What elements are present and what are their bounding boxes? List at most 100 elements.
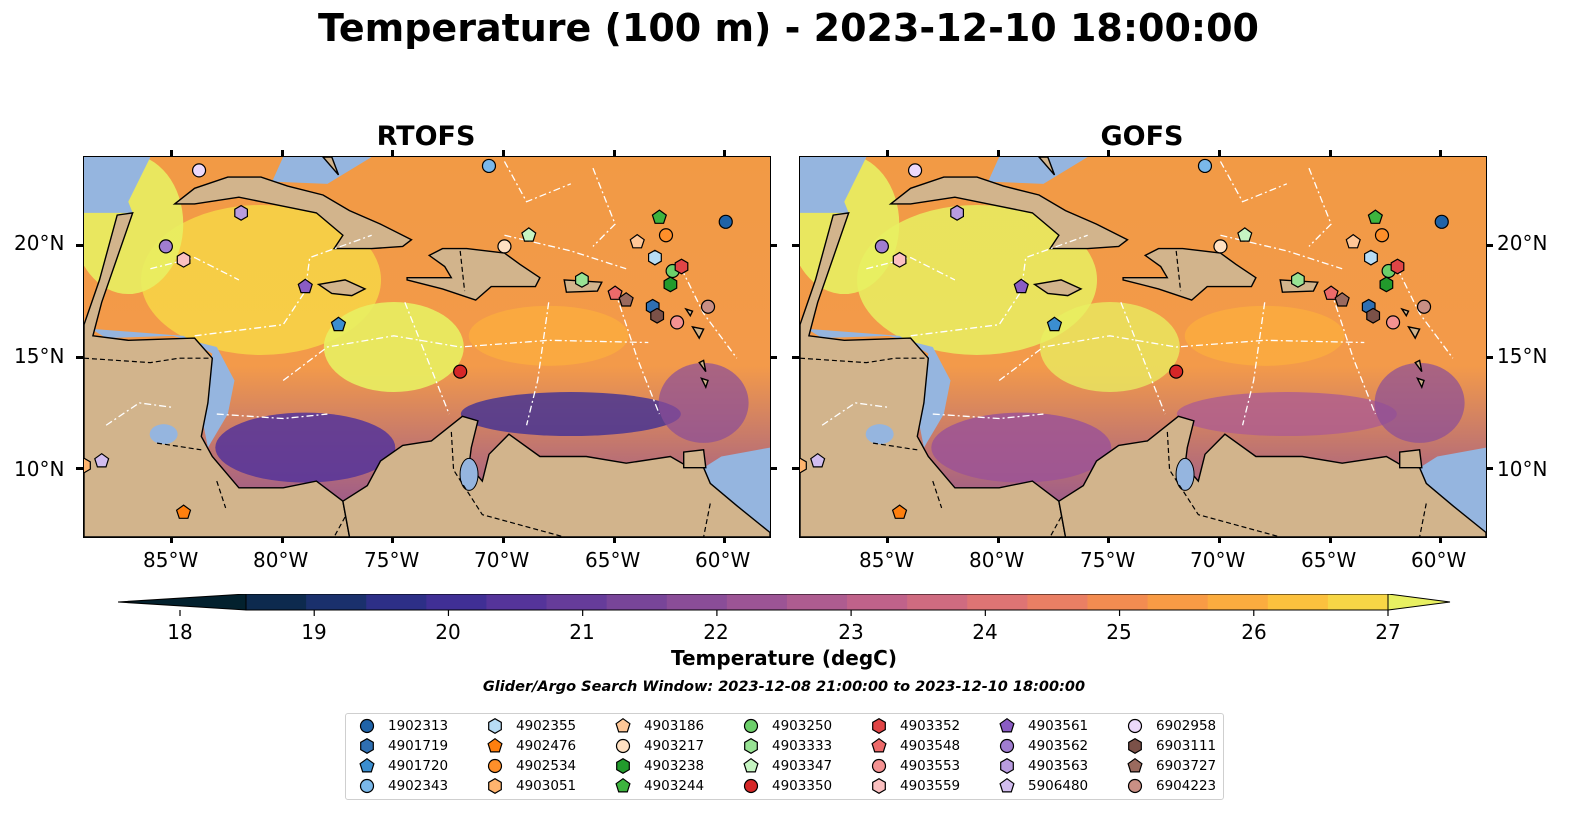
float-marker-4903559-gofs[interactable]	[892, 251, 907, 268]
legend-marker-4902534[interactable]	[487, 758, 503, 773]
float-marker-4903350-gofs[interactable]	[1169, 364, 1184, 379]
float-marker-4902343-rtofs[interactable]	[481, 158, 497, 174]
float-marker-4903186-gofs[interactable]	[1345, 233, 1361, 249]
float-marker-6902958-rtofs[interactable]	[191, 163, 207, 178]
float-marker-4903563-gofs[interactable]	[950, 204, 964, 221]
circle-marker-icon	[359, 718, 375, 733]
float-marker-4903238-gofs[interactable]	[1379, 276, 1394, 293]
float-marker-4903051-rtofs[interactable]	[84, 457, 91, 474]
pentagon-marker-icon	[615, 717, 631, 732]
colorbar-segment	[1327, 594, 1389, 610]
float-marker-4903352-rtofs[interactable]	[674, 258, 689, 275]
float-marker-4903244-rtofs[interactable]	[651, 209, 668, 224]
legend-marker-4902355[interactable]	[488, 717, 502, 734]
colorbar-tick-24: 24	[972, 620, 998, 644]
float-marker-6904223-gofs[interactable]	[1416, 299, 1432, 314]
float-marker-4903217-gofs[interactable]	[1213, 239, 1228, 254]
lon-label-60w-rtofs: 60°W	[695, 548, 751, 572]
legend-label: 4903051	[516, 777, 577, 794]
float-marker-6902958-gofs[interactable]	[907, 163, 923, 178]
float-marker-6904223-rtofs[interactable]	[700, 299, 716, 314]
float-marker-4903238-rtofs[interactable]	[663, 276, 678, 293]
float-marker-4902476-gofs[interactable]	[891, 504, 908, 519]
float-marker-4903051-gofs[interactable]	[800, 457, 807, 474]
float-marker-6903727-rtofs[interactable]	[618, 292, 634, 307]
rtofs-temperature-map[interactable]	[83, 156, 771, 538]
colorbar-tick-20: 20	[435, 620, 461, 644]
legend-marker-6903727[interactable]	[1127, 757, 1143, 772]
float-marker-4903186-rtofs[interactable]	[629, 233, 645, 249]
float-marker-4901720-rtofs[interactable]	[330, 316, 347, 332]
float-marker-6903111-gofs[interactable]	[1366, 307, 1381, 324]
legend-label: 4903562	[1028, 737, 1089, 754]
float-marker-4903562-gofs[interactable]	[874, 239, 889, 254]
legend-marker-4901719[interactable]	[360, 737, 374, 754]
float-marker-4903561-rtofs[interactable]	[297, 278, 313, 294]
legend-marker-4903350[interactable]	[743, 778, 759, 793]
float-marker-4903553-rtofs[interactable]	[669, 315, 685, 330]
colorbar-segment	[907, 594, 968, 610]
float-marker-4903561-gofs[interactable]	[1013, 278, 1029, 294]
float-marker-4903244-gofs[interactable]	[1367, 209, 1384, 224]
legend-marker-6903111[interactable]	[1128, 737, 1142, 754]
float-marker-4902355-rtofs[interactable]	[647, 249, 662, 266]
float-marker-4903333-gofs[interactable]	[1291, 271, 1305, 288]
legend-marker-4902343[interactable]	[359, 778, 375, 793]
legend-marker-1902313[interactable]	[359, 718, 375, 733]
legend-entry-4903562: 4903562	[998, 736, 1088, 755]
float-marker-4903350-rtofs[interactable]	[453, 364, 468, 379]
float-marker-5906480-gofs[interactable]	[810, 452, 826, 468]
float-marker-5906480-rtofs[interactable]	[94, 452, 110, 468]
legend-marker-4902476[interactable]	[487, 737, 503, 752]
search-window-caption: Glider/Argo Search Window: 2023-12-08 21…	[482, 679, 1086, 695]
legend-marker-4903244[interactable]	[615, 777, 631, 792]
legend-entry-4903238: 4903238	[614, 756, 704, 775]
gofs-temperature-map[interactable]	[799, 156, 1487, 538]
float-marker-1902313-gofs[interactable]	[1434, 214, 1449, 229]
float-marker-4903217-rtofs[interactable]	[497, 239, 512, 254]
float-marker-4903559-rtofs[interactable]	[176, 251, 191, 268]
legend-label: 4903563	[1028, 757, 1089, 774]
legend-marker-4903051[interactable]	[488, 777, 502, 794]
float-marker-4903553-gofs[interactable]	[1385, 315, 1401, 330]
float-marker-4903548-rtofs[interactable]	[607, 285, 623, 300]
float-marker-4902476-rtofs[interactable]	[175, 504, 192, 519]
legend-marker-4901720[interactable]	[359, 757, 375, 772]
float-marker-4903333-rtofs[interactable]	[575, 271, 589, 288]
float-marker-4902355-gofs[interactable]	[1363, 249, 1378, 266]
legend-marker-4903562[interactable]	[999, 738, 1015, 753]
float-marker-6903111-rtofs[interactable]	[650, 307, 665, 324]
legend-entry-4903051: 4903051	[486, 776, 576, 795]
legend-marker-4903250[interactable]	[743, 718, 759, 733]
legend-marker-4903186[interactable]	[615, 717, 631, 732]
legend-marker-4903563[interactable]	[1000, 757, 1014, 774]
legend-marker-4903548[interactable]	[871, 737, 887, 752]
float-marker-6903727-gofs[interactable]	[1334, 292, 1350, 307]
float-marker-4902534-gofs[interactable]	[1374, 228, 1390, 243]
lat-tick-left-rtofs	[76, 243, 83, 247]
float-marker-4903562-rtofs[interactable]	[158, 239, 173, 254]
legend-marker-6904223[interactable]	[1127, 778, 1143, 793]
float-marker-4901720-gofs[interactable]	[1046, 316, 1063, 332]
legend-marker-4903347[interactable]	[743, 757, 759, 772]
legend-entry-4903561: 4903561	[998, 716, 1088, 735]
legend-entry-4903347: 4903347	[742, 756, 832, 775]
float-marker-4902343-gofs[interactable]	[1197, 158, 1213, 174]
legend-marker-4903561[interactable]	[999, 717, 1015, 732]
legend-marker-4903553[interactable]	[871, 758, 887, 773]
legend-marker-4903333[interactable]	[744, 737, 758, 754]
legend-marker-4903352[interactable]	[872, 717, 886, 734]
float-marker-4903563-rtofs[interactable]	[234, 204, 248, 221]
legend-marker-4903559[interactable]	[872, 777, 886, 794]
legend-entry-6903727: 6903727	[1126, 756, 1216, 775]
float-marker-1902313-rtofs[interactable]	[718, 214, 733, 229]
legend-marker-5906480[interactable]	[999, 777, 1015, 792]
legend-marker-6902958[interactable]	[1127, 718, 1143, 733]
float-marker-4903352-gofs[interactable]	[1390, 258, 1405, 275]
float-marker-4902534-rtofs[interactable]	[658, 228, 674, 243]
float-marker-4903548-gofs[interactable]	[1323, 285, 1339, 300]
legend-marker-4903217[interactable]	[615, 738, 631, 753]
float-marker-4903347-rtofs[interactable]	[521, 227, 537, 242]
float-marker-4903347-gofs[interactable]	[1237, 227, 1253, 242]
legend-marker-4903238[interactable]	[616, 757, 630, 774]
